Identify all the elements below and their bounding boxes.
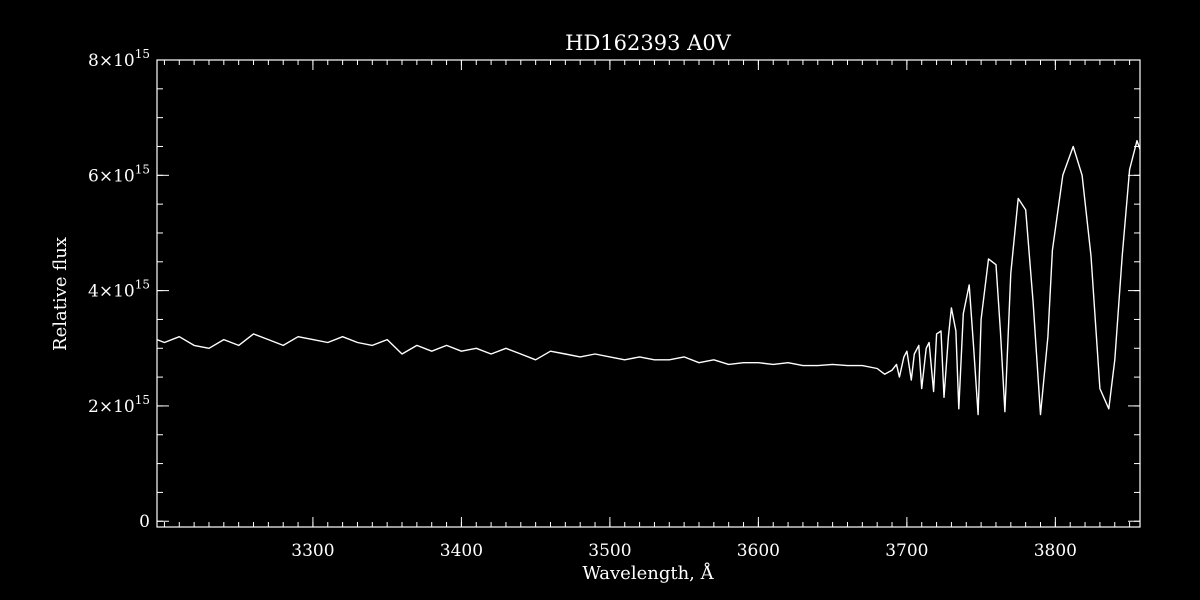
y-tick-label: 0 <box>139 512 150 532</box>
series-group <box>156 139 1141 416</box>
x-tick-label: 3400 <box>440 541 483 561</box>
x-tick-label: 3600 <box>737 541 780 561</box>
chart-title: HD162393 A0V <box>565 31 732 55</box>
x-tick-label: 3800 <box>1034 541 1077 561</box>
x-tick-label: 3700 <box>885 541 928 561</box>
y-tick-label: 8×1015 <box>88 47 150 71</box>
x-axis-label: Wavelength, Å <box>582 562 714 584</box>
y-axis-label: Relative flux <box>50 237 71 351</box>
spectrum-line <box>156 139 1141 416</box>
x-tick-label: 3500 <box>588 541 631 561</box>
y-tick-label: 2×1015 <box>88 393 150 417</box>
y-tick-label: 4×1015 <box>88 278 150 302</box>
x-tick-label: 3300 <box>291 541 334 561</box>
y-tick-label: 6×1015 <box>88 162 150 186</box>
plot-frame <box>156 59 1141 528</box>
axis-tick-labels: 3300 3400 3500 3600 3700 3800 0 2×1015 4×1015 6×1… <box>88 47 1077 561</box>
